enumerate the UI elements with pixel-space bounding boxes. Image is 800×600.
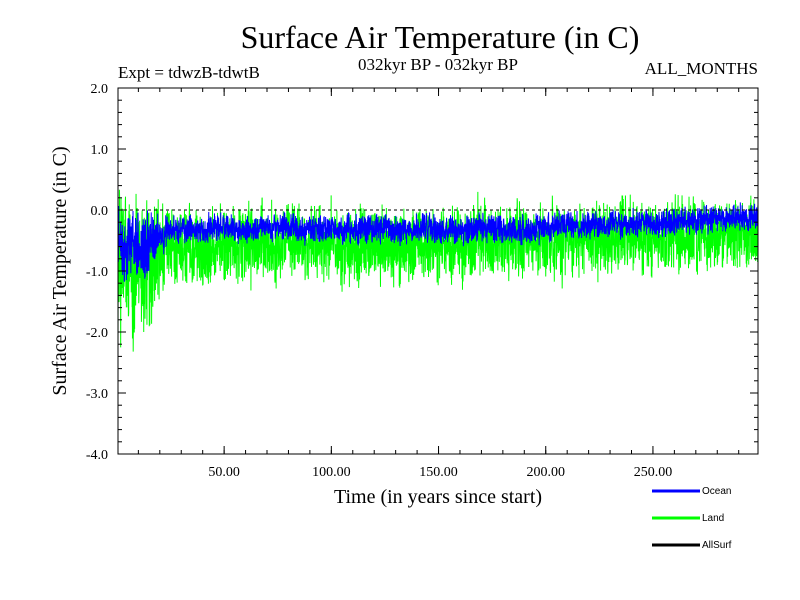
x-axis-label: Time (in years since start): [334, 486, 542, 508]
y-tick-label: -1.0: [86, 265, 108, 280]
legend-label-land: Land: [702, 513, 724, 524]
y-axis-label: Surface Air Temperature (in C): [49, 146, 71, 395]
chart-title: Surface Air Temperature (in C): [241, 19, 640, 55]
x-tick-label: 100.00: [312, 465, 351, 480]
x-tick-label: 200.00: [526, 465, 565, 480]
months-label: ALL_MONTHS: [645, 59, 758, 78]
x-tick-label: 50.00: [208, 465, 240, 480]
y-tick-label: -3.0: [86, 387, 108, 402]
x-tick-label: 250.00: [634, 465, 673, 480]
experiment-label: Expt = tdwzB-tdwtB: [118, 63, 260, 82]
series-line-ocean: [118, 202, 758, 282]
legend-label-allsurf: AllSurf: [702, 540, 732, 551]
ticks-layer: 2.0 1.0 0.0 -1.0 -2.0 -3.0 -4.0 50.00 100.00 150.…: [86, 82, 758, 480]
period-label: 032kyr BP - 032kyr BP: [358, 55, 518, 74]
series-layer: [118, 189, 758, 352]
legend: Ocean Land AllSurf: [652, 486, 732, 551]
y-tick-label: 2.0: [91, 82, 109, 97]
plot-area: 2.0 1.0 0.0 -1.0 -2.0 -3.0 -4.0 50.00 100.00 150.…: [86, 82, 759, 480]
y-tick-label: -2.0: [86, 326, 108, 341]
y-tick-label: 1.0: [91, 143, 109, 158]
x-tick-label: 150.00: [419, 465, 458, 480]
legend-label-ocean: Ocean: [702, 486, 731, 497]
y-tick-label: 0.0: [91, 204, 109, 219]
y-tick-label: -4.0: [86, 448, 108, 463]
